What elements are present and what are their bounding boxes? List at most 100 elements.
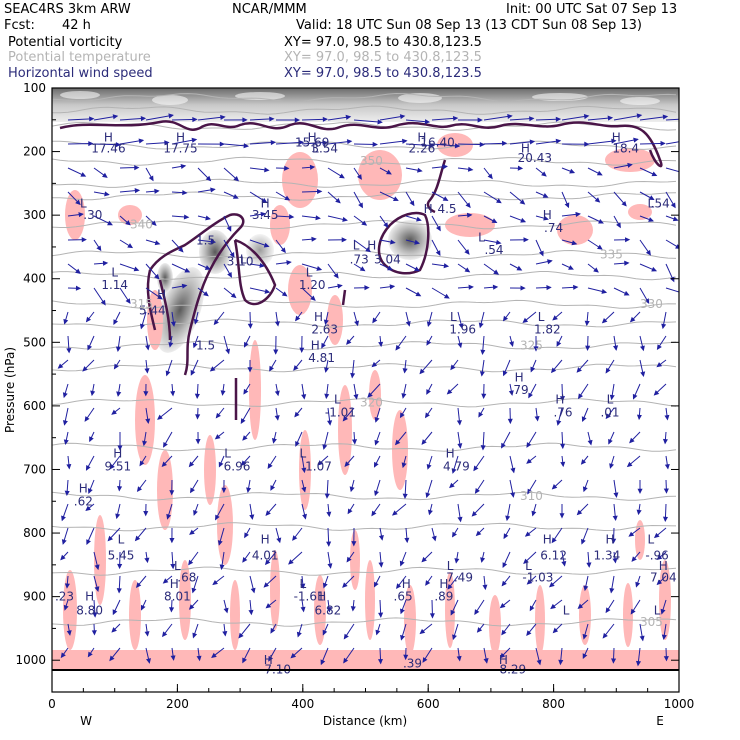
wind-arrow-head xyxy=(501,442,506,449)
wind-arrow-head xyxy=(164,140,170,146)
wind-arrow xyxy=(93,143,120,146)
wind-arrow-head xyxy=(409,200,415,207)
x-tick-label: 0 xyxy=(48,697,56,711)
wind-arrow xyxy=(353,119,382,123)
wind-arrow-head xyxy=(505,515,511,522)
wind-arrow-head xyxy=(169,490,175,496)
wind-arrow-head xyxy=(274,321,280,327)
wind-arrow-head xyxy=(326,511,332,518)
wind-arrow-head xyxy=(113,363,119,370)
wind-arrow-head xyxy=(471,511,477,517)
extremum-label: .54 xyxy=(651,197,670,211)
wind-arrow-head xyxy=(523,558,529,564)
wind-arrow xyxy=(379,140,407,145)
extremum-label: L xyxy=(647,532,654,546)
wind-arrow-head xyxy=(220,114,226,120)
wind-arrow-head xyxy=(326,606,332,613)
wind-arrow-head xyxy=(180,164,187,169)
wind-arrow-head xyxy=(560,443,566,450)
theta-contour-line xyxy=(52,299,677,309)
wind-arrow-head xyxy=(374,416,380,423)
wind-arrow-head xyxy=(608,438,613,445)
extremum-label: H xyxy=(79,482,88,496)
wind-arrow-head xyxy=(426,321,432,327)
extremum-label: H xyxy=(176,131,185,145)
wind-arrow-head xyxy=(373,461,379,468)
extremum-label: H xyxy=(612,131,621,145)
wind-arrow-head xyxy=(403,654,409,661)
wind-arrow-head xyxy=(353,394,359,400)
wind-arrow-head xyxy=(75,268,81,274)
wind-arrow-head xyxy=(64,583,70,589)
wind-arrow-head xyxy=(240,460,247,466)
wind-arrow-head xyxy=(238,632,244,639)
wind-arrow-head xyxy=(374,439,380,446)
wind-arrow-head xyxy=(651,171,658,177)
wind-arrow-head xyxy=(635,660,642,667)
extremum-label: H xyxy=(555,393,564,407)
wind-arrow-head xyxy=(480,445,486,451)
wind-arrow-head xyxy=(168,113,174,119)
extremum-label: .54 xyxy=(484,243,503,257)
extremum-label: .30 xyxy=(83,208,102,222)
wind-arrow-head xyxy=(145,418,151,425)
extremum-label: H xyxy=(515,370,524,384)
wind-arrow xyxy=(457,143,484,146)
wind-arrow-head xyxy=(516,265,523,271)
wind-arrow-head xyxy=(144,368,150,374)
wind-arrow-head xyxy=(529,605,535,612)
wind-arrow-head xyxy=(210,187,216,193)
extremum-label: .73 xyxy=(350,253,369,267)
wind-arrow-head xyxy=(372,317,378,324)
wind-arrow-head xyxy=(593,267,599,273)
extremum-label: 6.12 xyxy=(540,548,567,562)
wind-arrow-head xyxy=(421,439,427,445)
wind-arrow-head xyxy=(651,266,658,272)
wind-arrow-head xyxy=(309,164,316,170)
wind-arrow-head xyxy=(416,216,422,222)
wind-arrow-head xyxy=(294,411,300,418)
wind-arrow-head xyxy=(316,265,323,271)
wind-arrow-head xyxy=(656,362,663,368)
wind-arrow-head xyxy=(609,587,615,594)
wind-arrow-head xyxy=(395,344,401,351)
wind-arrow-head xyxy=(479,141,485,148)
x-tick-label: 200 xyxy=(166,697,189,711)
wind-arrow-head xyxy=(116,588,122,594)
wind-arrow-head xyxy=(88,141,94,147)
wind-arrow-head xyxy=(321,342,326,349)
wind-arrow-head xyxy=(465,202,471,209)
wind-arrow-head xyxy=(582,633,588,640)
y-tick-label: 1000 xyxy=(15,653,46,667)
wind-arrow-head xyxy=(227,271,232,278)
wind-arrow-head xyxy=(270,485,276,491)
wind-arrow xyxy=(405,143,434,147)
extremum-label: 3.04 xyxy=(374,253,401,267)
extremum-label: .65 xyxy=(394,590,413,604)
wind-arrow-head xyxy=(415,291,422,297)
wind-arrow-head xyxy=(170,563,176,570)
wind-arrow-head xyxy=(582,653,588,660)
forecast-label: Fcst: xyxy=(4,18,35,33)
wind-arrow-head xyxy=(399,560,405,567)
wind-arrow-head xyxy=(136,486,143,493)
wind-arrow-head xyxy=(181,283,188,289)
extremum-label: L xyxy=(654,604,661,618)
extremum-label: H xyxy=(308,131,317,145)
wind-arrow-head xyxy=(493,269,500,275)
wind-arrow-head xyxy=(192,632,198,639)
wind-arrow-head xyxy=(84,416,90,422)
organization: NCAR/MMM xyxy=(232,2,307,17)
wind-arrow-head xyxy=(656,344,662,350)
wind-arrow-head xyxy=(250,587,256,594)
wind-arrow-head xyxy=(323,319,329,326)
wind-arrow-head xyxy=(311,236,317,242)
wind-arrow-head xyxy=(290,652,297,659)
wind-arrow-head xyxy=(218,461,224,468)
wind-arrow-head xyxy=(400,608,405,615)
wind-arrow-head xyxy=(87,651,93,658)
wind-arrow-head xyxy=(161,461,168,468)
extremum-label: 1.34 xyxy=(594,548,621,562)
y-tick-label: 300 xyxy=(23,208,46,222)
